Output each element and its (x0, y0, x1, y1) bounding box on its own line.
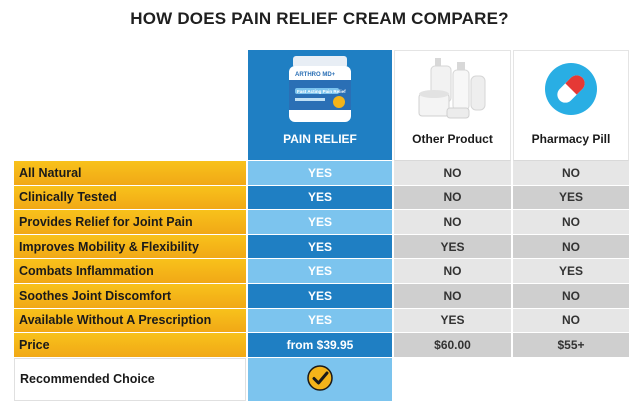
row-label-mobility: Improves Mobility & Flexibility (14, 234, 246, 260)
cell-other-recommended-empty (394, 357, 511, 401)
cell-other: NO (394, 283, 511, 309)
cell-other-price: $60.00 (394, 333, 511, 358)
checkmark-badge-icon (307, 365, 333, 394)
row-label-clinically-tested: Clinically Tested (14, 185, 246, 211)
jar-line-text: Fast Acting Pain Relief (297, 89, 346, 94)
capsule-pill-icon (543, 54, 599, 124)
cell-pill: YES (513, 259, 629, 284)
cell-other: YES (394, 234, 511, 260)
row-label-recommended: Recommended Choice (14, 357, 246, 401)
cell-pill-price: $55+ (513, 333, 629, 358)
cell-pill: NO (513, 210, 629, 235)
cell-pill: NO (513, 283, 629, 309)
cell-ours: YES (248, 308, 392, 334)
jar-brand-text: ARTHRO MD+ (295, 72, 336, 78)
cell-ours: YES (248, 283, 392, 309)
row-label-joint-discomfort: Soothes Joint Discomfort (14, 283, 246, 309)
column-label-other-product: Other Product (412, 132, 493, 146)
cell-other: NO (394, 185, 511, 211)
row-label-joint-pain: Provides Relief for Joint Pain (14, 210, 246, 235)
cell-pill: NO (513, 234, 629, 260)
cell-ours: YES (248, 185, 392, 211)
cell-other: YES (394, 308, 511, 334)
cell-ours: YES (248, 234, 392, 260)
cell-pill-recommended-empty (513, 357, 629, 401)
cosmetic-bottles-icon (413, 54, 493, 124)
column-label-pain-relief: PAIN RELIEF (283, 132, 357, 146)
cell-ours: YES (248, 161, 392, 186)
cell-pill: NO (513, 161, 629, 186)
cell-other: NO (394, 259, 511, 284)
cell-ours-price: from $39.95 (248, 333, 392, 358)
cell-other: NO (394, 210, 511, 235)
column-header-pharmacy-pill: Pharmacy Pill (513, 50, 629, 161)
cell-other: NO (394, 161, 511, 186)
column-label-pharmacy-pill: Pharmacy Pill (531, 132, 611, 146)
header-blank (14, 50, 246, 161)
product-jar-icon: ARTHRO MD+ Fast Acting Pain Relief (283, 54, 357, 124)
row-label-no-prescription: Available Without A Prescription (14, 308, 246, 334)
column-header-other-product: Other Product (394, 50, 511, 161)
comparison-table: ARTHRO MD+ Fast Acting Pain Relief PAIN … (14, 50, 629, 401)
row-label-all-natural: All Natural (14, 161, 246, 186)
cell-ours: YES (248, 210, 392, 235)
row-label-price: Price (14, 333, 246, 358)
page-title: HOW DOES PAIN RELIEF CREAM COMPARE? (130, 9, 509, 28)
cell-pill: NO (513, 308, 629, 334)
cell-pill: YES (513, 185, 629, 211)
row-label-inflammation: Combats Inflammation (14, 259, 246, 284)
cell-ours-recommended (248, 357, 392, 401)
column-header-pain-relief: ARTHRO MD+ Fast Acting Pain Relief PAIN … (248, 50, 392, 161)
cell-ours: YES (248, 259, 392, 284)
